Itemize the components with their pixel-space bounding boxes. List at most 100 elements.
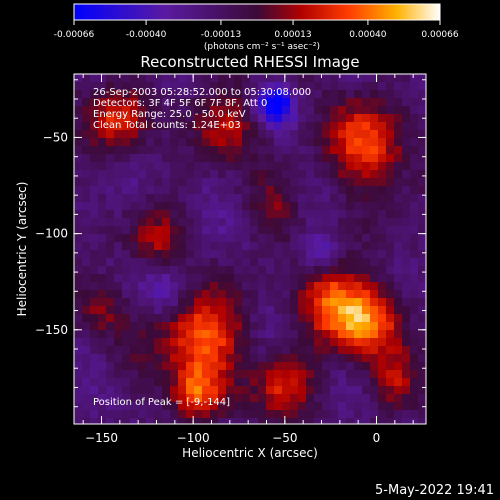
heatmap-cell bbox=[362, 274, 370, 282]
heatmap-cell bbox=[138, 298, 146, 306]
heatmap-cell bbox=[122, 314, 130, 322]
heatmap-cell bbox=[386, 410, 394, 418]
heatmap-cell bbox=[82, 354, 90, 362]
heatmap-cell bbox=[218, 418, 226, 424]
heatmap-cell bbox=[202, 258, 210, 266]
heatmap-cell bbox=[338, 362, 346, 370]
heatmap-cell bbox=[146, 226, 154, 234]
heatmap-cell bbox=[186, 154, 194, 162]
heatmap-cell bbox=[162, 418, 170, 424]
heatmap-cell bbox=[82, 274, 90, 282]
heatmap-cell bbox=[162, 346, 170, 354]
heatmap-cell bbox=[314, 410, 322, 418]
heatmap-cell bbox=[178, 250, 186, 258]
heatmap-cell bbox=[90, 170, 98, 178]
heatmap-cell bbox=[322, 338, 330, 346]
heatmap-cell bbox=[202, 186, 210, 194]
heatmap-cell bbox=[186, 418, 194, 424]
heatmap-cell bbox=[194, 106, 202, 114]
heatmap-cell bbox=[210, 338, 218, 346]
heatmap-cell bbox=[282, 106, 290, 114]
heatmap-cell bbox=[74, 282, 82, 290]
heatmap-cell bbox=[346, 346, 354, 354]
heatmap-cell bbox=[370, 330, 378, 338]
heatmap-cell bbox=[314, 154, 322, 162]
heatmap-cell bbox=[314, 138, 322, 146]
heatmap-cell bbox=[170, 90, 178, 98]
heatmap-cell bbox=[154, 354, 162, 362]
heatmap-cell bbox=[418, 258, 426, 266]
heatmap-cell bbox=[418, 194, 426, 202]
heatmap-cell bbox=[250, 170, 258, 178]
heatmap-cell bbox=[242, 402, 250, 410]
heatmap-cell bbox=[154, 74, 162, 82]
heatmap-cell bbox=[122, 146, 130, 154]
heatmap-cell bbox=[418, 362, 426, 370]
heatmap-cell bbox=[418, 74, 426, 82]
heatmap-cell bbox=[138, 290, 146, 298]
heatmap-cell bbox=[338, 258, 346, 266]
heatmap-cell bbox=[106, 98, 114, 106]
heatmap-cell bbox=[370, 362, 378, 370]
heatmap-cell bbox=[322, 90, 330, 98]
heatmap-cell bbox=[130, 90, 138, 98]
heatmap-cell bbox=[298, 370, 306, 378]
heatmap-cell bbox=[394, 130, 402, 138]
heatmap-cell bbox=[330, 418, 338, 424]
heatmap-cell bbox=[266, 410, 274, 418]
heatmap-cell bbox=[250, 74, 258, 82]
heatmap-cell bbox=[122, 154, 130, 162]
heatmap-cell bbox=[258, 306, 266, 314]
heatmap-cell bbox=[410, 330, 418, 338]
heatmap-cell bbox=[130, 242, 138, 250]
heatmap-cell bbox=[130, 362, 138, 370]
heatmap-cell bbox=[402, 338, 410, 346]
heatmap-cell bbox=[330, 106, 338, 114]
heatmap-cell bbox=[362, 242, 370, 250]
heatmap-cell bbox=[194, 346, 202, 354]
heatmap-cell bbox=[378, 306, 386, 314]
heatmap-cell bbox=[226, 282, 234, 290]
heatmap-cell bbox=[210, 298, 218, 306]
heatmap-cell bbox=[146, 298, 154, 306]
heatmap-cell bbox=[234, 186, 242, 194]
heatmap-cell bbox=[146, 74, 154, 82]
heatmap-cell bbox=[218, 330, 226, 338]
heatmap-cell bbox=[306, 170, 314, 178]
heatmap-cell bbox=[410, 370, 418, 378]
heatmap-cell bbox=[354, 346, 362, 354]
heatmap-cell bbox=[202, 306, 210, 314]
heatmap-cell bbox=[290, 154, 298, 162]
heatmap-cell bbox=[322, 130, 330, 138]
heatmap-cell bbox=[410, 178, 418, 186]
heatmap-cell bbox=[362, 298, 370, 306]
heatmap-cell bbox=[90, 250, 98, 258]
heatmap-cell bbox=[330, 370, 338, 378]
heatmap-cell bbox=[82, 122, 90, 130]
heatmap-cell bbox=[266, 354, 274, 362]
heatmap-cell bbox=[338, 122, 346, 130]
heatmap-cell bbox=[138, 354, 146, 362]
heatmap-cell bbox=[418, 242, 426, 250]
heatmap-cell bbox=[338, 170, 346, 178]
heatmap-cell bbox=[346, 266, 354, 274]
heatmap-cell bbox=[114, 226, 122, 234]
heatmap-cell bbox=[194, 282, 202, 290]
heatmap-cell bbox=[282, 370, 290, 378]
heatmap-cell bbox=[98, 138, 106, 146]
heatmap-cell bbox=[194, 338, 202, 346]
heatmap-cell bbox=[138, 82, 146, 90]
heatmap-cell bbox=[178, 322, 186, 330]
heatmap-cell bbox=[106, 242, 114, 250]
heatmap-cell bbox=[402, 402, 410, 410]
heatmap-cell bbox=[282, 410, 290, 418]
heatmap-cell bbox=[146, 354, 154, 362]
heatmap-cell bbox=[98, 378, 106, 386]
heatmap-cell bbox=[394, 290, 402, 298]
heatmap-cell bbox=[290, 138, 298, 146]
heatmap-cell bbox=[242, 378, 250, 386]
heatmap-cell bbox=[106, 282, 114, 290]
heatmap-cell bbox=[290, 362, 298, 370]
heatmap-cell bbox=[346, 298, 354, 306]
heatmap-cell bbox=[258, 402, 266, 410]
